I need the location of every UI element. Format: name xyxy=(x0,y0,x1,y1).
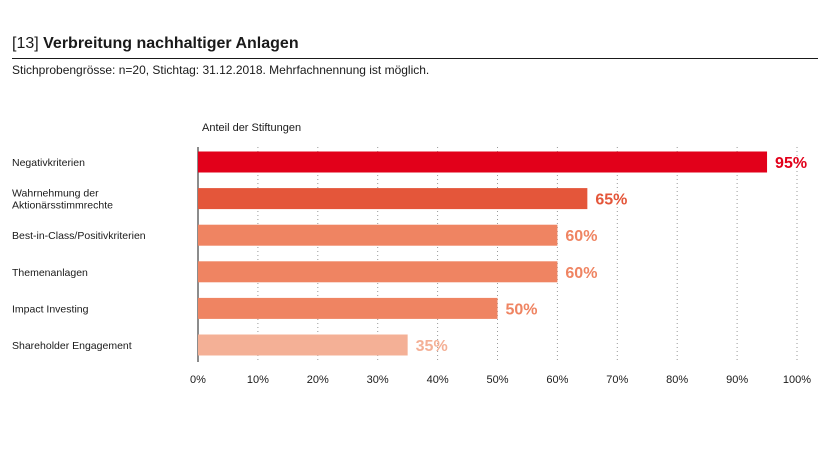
value-label: 65% xyxy=(595,192,627,209)
chart-title: [13] Verbreitung nachhaltiger Anlagen xyxy=(12,34,818,59)
x-tick-label: 100% xyxy=(783,374,811,386)
x-tick-label: 50% xyxy=(486,374,508,386)
category-label: Impact Investing xyxy=(12,303,89,315)
x-tick-label: 30% xyxy=(367,374,389,386)
x-tick-label: 40% xyxy=(427,374,449,386)
category-label: Themenanlagen xyxy=(12,267,88,279)
x-tick-label: 90% xyxy=(726,374,748,386)
bar xyxy=(198,261,558,283)
bar xyxy=(198,334,408,356)
bar xyxy=(198,224,558,246)
bar xyxy=(198,297,498,319)
chart-number: [13] xyxy=(12,35,39,52)
chart-header: [13] Verbreitung nachhaltiger Anlagen St… xyxy=(12,34,818,78)
x-tick-label: 70% xyxy=(606,374,628,386)
bar xyxy=(198,188,588,210)
value-label: 60% xyxy=(565,228,597,245)
category-label: Wahrnehmung der Aktionärsstimmrechte xyxy=(12,188,113,212)
axis-title: Anteil der Stiftungen xyxy=(202,122,301,134)
x-tick-label: 80% xyxy=(666,374,688,386)
value-label: 95% xyxy=(775,155,807,172)
value-label: 60% xyxy=(565,265,597,282)
x-tick-label: 60% xyxy=(546,374,568,386)
x-tick-label: 20% xyxy=(307,374,329,386)
chart-title-text: Verbreitung nachhaltiger Anlagen xyxy=(43,35,299,52)
category-label: Best-in-Class/Positivkriterien xyxy=(12,230,146,242)
x-tick-label: 10% xyxy=(247,374,269,386)
value-label: 35% xyxy=(416,338,448,355)
x-tick-label: 0% xyxy=(190,374,206,386)
category-label: Negativkriterien xyxy=(12,157,85,169)
bar xyxy=(198,151,768,173)
chart-subtitle: Stichprobengrösse: n=20, Stichtag: 31.12… xyxy=(12,63,430,77)
category-label: Shareholder Engagement xyxy=(12,340,132,352)
value-label: 50% xyxy=(506,301,538,318)
